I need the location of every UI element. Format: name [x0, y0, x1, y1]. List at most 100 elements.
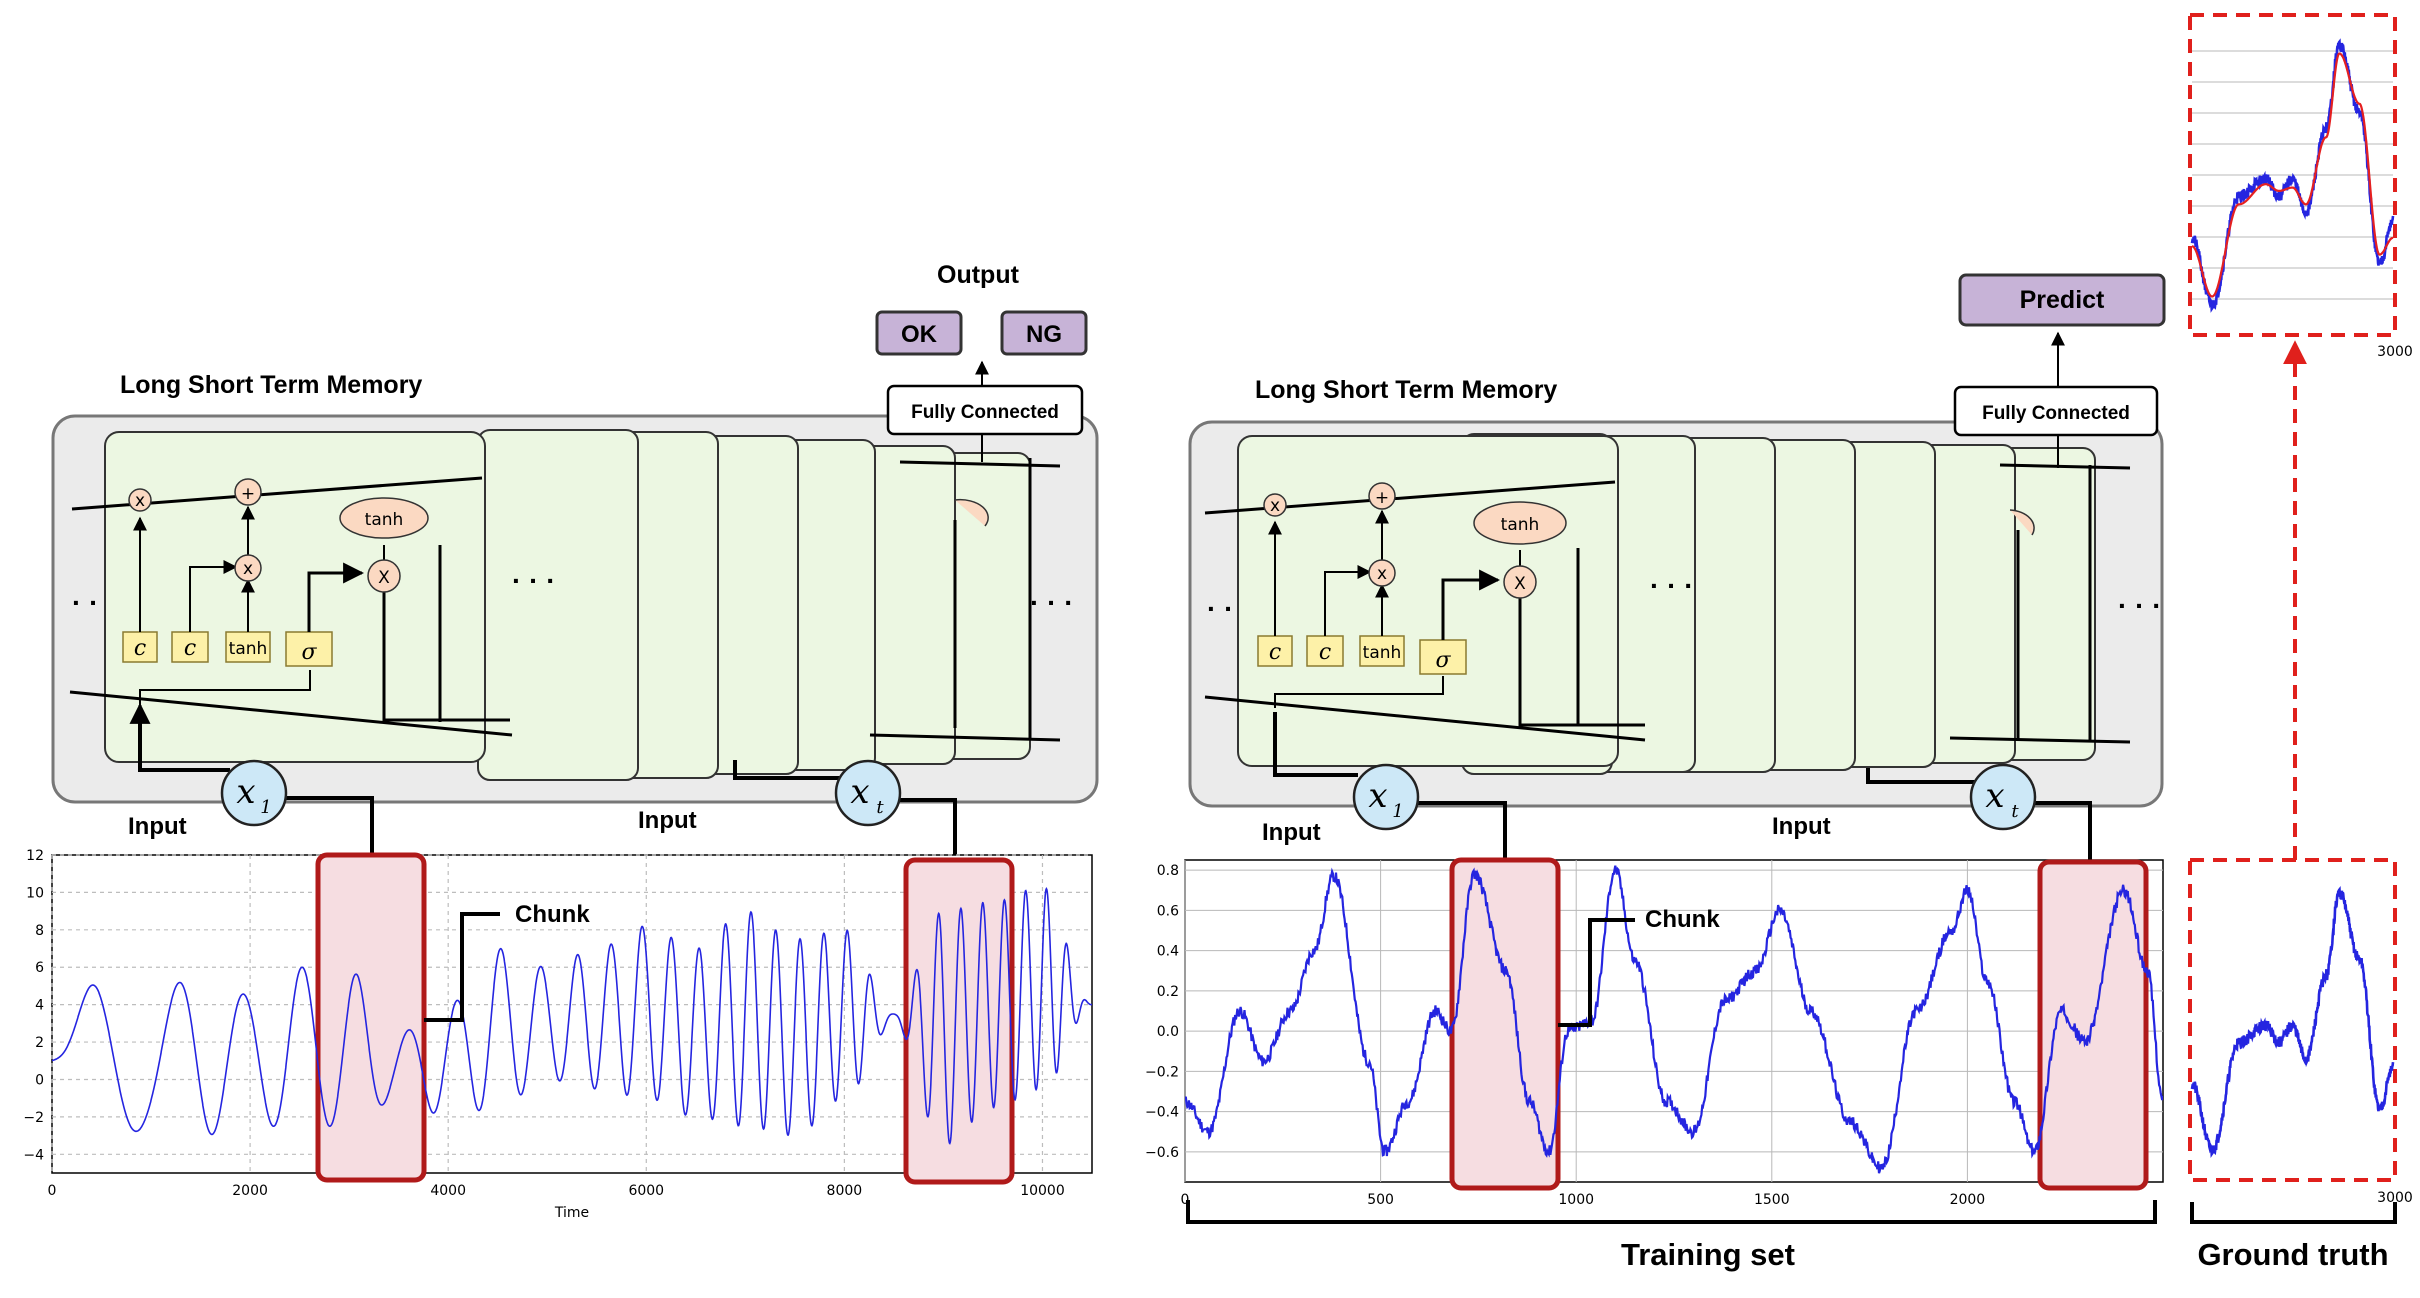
svg-text:1: 1 [260, 797, 271, 818]
right-op-input: x [1368, 559, 1396, 587]
y-tick-label: 0.2 [1157, 984, 1179, 1000]
right-lstm-title: Long Short Term Memory [1255, 376, 1557, 404]
svg-text:c: c [134, 636, 146, 661]
predict-button[interactable]: Predict [1958, 273, 2166, 327]
gate-c2: c [171, 631, 209, 663]
ok-label: OK [901, 321, 938, 348]
y-tick-label: 10 [26, 885, 44, 901]
x-tick-label: 0 [1181, 1192, 1190, 1208]
right-training-chart: 0.8 0.6 0.4 0.2 0.0 −0.2 −0.4 −0.6 0 500 1000 1500 2… [1145, 857, 2164, 1272]
y-tick-label: 4 [35, 998, 44, 1014]
y-tick-label: 0.4 [1157, 944, 1179, 960]
right-chunk-label: Chunk [1645, 906, 1720, 933]
left-output-label: Output [937, 261, 1020, 289]
x-tick-label: 1000 [1558, 1192, 1594, 1208]
left-lstm-title: Long Short Term Memory [120, 371, 422, 399]
right-left-dots: · · [1207, 593, 1233, 624]
svg-text:x: x [1368, 776, 1387, 816]
x-tick-label: 1500 [1754, 1192, 1790, 1208]
x-tick-label: 500 [1367, 1192, 1394, 1208]
right-tanh-ellipse: tanh [1473, 501, 1567, 545]
right-op-output: X [1503, 565, 1537, 599]
left-input-label-2: Input [638, 807, 697, 834]
svg-text:t: t [876, 797, 884, 818]
left-dots: · · [72, 587, 98, 618]
right-input-xt-node: x t [1969, 763, 2037, 831]
left-lstm-diagram: Long Short Term Memory Output OK NG · · … [51, 261, 1099, 858]
right-input-x1-node: x 1 [1352, 763, 1420, 831]
y-tick-label: −2 [23, 1110, 44, 1126]
right-right-ellipsis: · · · [2118, 590, 2162, 621]
op-input-multiply: x [234, 554, 262, 582]
x-tick-label: 8000 [827, 1183, 863, 1199]
chirp-signal-line [52, 887, 1092, 1145]
svg-text:+: + [1375, 488, 1389, 508]
op-output-multiply: X [367, 559, 401, 593]
svg-text:+: + [241, 484, 255, 504]
y-tick-label: 8 [35, 923, 44, 939]
y-tick-label: 6 [35, 960, 44, 976]
middle-ellipsis: · · · [512, 565, 556, 596]
left-signal-chart: 12 10 8 6 4 2 0 −2 −4 0 2000 4000 6000 8000 10000 Time… [23, 848, 1093, 1221]
svg-text:c: c [1319, 640, 1331, 665]
right-gate-sigma: σ [1419, 639, 1467, 675]
svg-text:x: x [236, 772, 255, 812]
right-input-label-2: Input [1772, 813, 1831, 840]
x-tick-label: 2000 [232, 1183, 268, 1199]
ground-truth-panels: 3000 3000 Ground truth [2188, 13, 2413, 1272]
svg-text:x: x [135, 491, 145, 511]
left-chunk-label: Chunk [515, 901, 590, 928]
chunk-box-1 [315, 852, 427, 1183]
left-unrolled-cells [477, 429, 1031, 781]
y-tick-label: −4 [23, 1147, 44, 1163]
gate-tanh: tanh [225, 631, 271, 663]
svg-text:x: x [1377, 564, 1387, 584]
right-gate-c2: c [1306, 635, 1344, 667]
right-unrolled-cells [1461, 433, 2096, 775]
svg-text:c: c [184, 636, 196, 661]
right-ellipsis: · · · [1030, 587, 1074, 618]
svg-text:Fully Connected: Fully Connected [911, 402, 1059, 423]
ok-button[interactable]: OK [875, 310, 963, 356]
training-set-bracket [1186, 1200, 2157, 1224]
ng-button[interactable]: NG [1000, 310, 1088, 356]
right-chunk-callout [1558, 918, 1635, 1027]
prediction-fit-line [2191, 52, 2394, 298]
predict-label: Predict [2020, 286, 2105, 314]
y-tick-label: 2 [35, 1035, 44, 1051]
ground-truth-bracket [2190, 1202, 2397, 1224]
cell-card [477, 429, 639, 781]
svg-text:t: t [2011, 801, 2019, 822]
svg-text:X: X [378, 568, 390, 588]
tanh-ellipse: tanh [339, 497, 429, 539]
x-tick-label: 10000 [1020, 1183, 1065, 1199]
y-tick-label: 12 [26, 848, 44, 864]
right-gate-c1: c [1257, 635, 1293, 667]
svg-text:X: X [1514, 574, 1526, 594]
right-op-forget: x [1263, 493, 1287, 517]
x-tick-label: 4000 [430, 1183, 466, 1199]
svg-text:x: x [243, 559, 253, 579]
y-tick-label: −0.6 [1145, 1145, 1179, 1161]
svg-text:tanh: tanh [365, 510, 404, 530]
training-set-label: Training set [1621, 1237, 1795, 1272]
gate-sigma: σ [285, 631, 333, 667]
right-input-label-1: Input [1262, 819, 1321, 846]
y-tick-label: 0 [35, 1072, 44, 1088]
left-input-label-1: Input [128, 813, 187, 840]
svg-text:1: 1 [1392, 801, 1403, 822]
x-tick-label: 6000 [628, 1183, 664, 1199]
right-middle-ellipsis: · · · [1650, 570, 1694, 601]
y-tick-label: −0.4 [1145, 1105, 1179, 1121]
ng-label: NG [1026, 321, 1062, 348]
left-x-axis-label: Time [554, 1205, 589, 1221]
y-tick-label: 0.6 [1157, 903, 1179, 919]
right-fully-connected: Fully Connected [1953, 385, 2159, 437]
svg-text:tanh: tanh [229, 639, 268, 659]
ground-truth-x-tick: 3000 [2377, 1190, 2413, 1206]
y-tick-label: 0.0 [1157, 1024, 1179, 1040]
svg-text:σ: σ [1435, 648, 1451, 673]
svg-text:Fully Connected: Fully Connected [1982, 403, 2130, 424]
training-signal-line [1185, 865, 2163, 1174]
